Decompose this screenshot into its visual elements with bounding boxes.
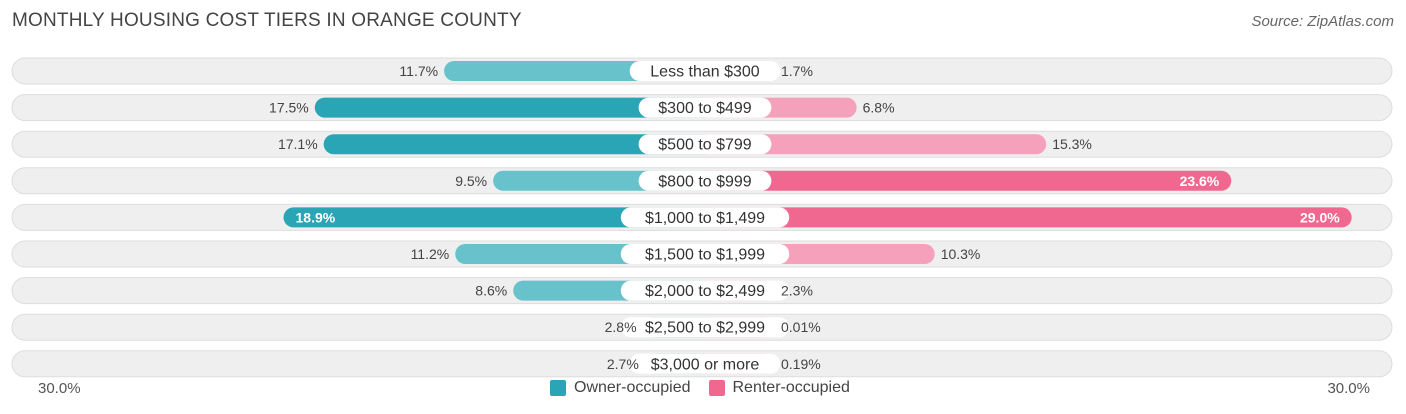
owner-value-label: 17.1% xyxy=(278,136,318,152)
renter-value-label: 0.01% xyxy=(781,319,821,335)
axis-right-label: 30.0% xyxy=(1327,380,1370,397)
category-label: $300 to $499 xyxy=(658,100,752,117)
category-pill xyxy=(620,207,790,228)
renter-value-label: 15.3% xyxy=(1052,136,1092,152)
legend-item-owner: Owner-occupied xyxy=(550,379,691,397)
category-pill xyxy=(638,134,772,155)
axis-left-label: 30.0% xyxy=(38,380,81,397)
category-pill xyxy=(620,317,790,338)
renter-value-label: 1.7% xyxy=(781,63,813,79)
category-pill xyxy=(629,61,781,81)
category-label: $2,500 to $2,999 xyxy=(645,320,765,337)
renter-value-label: 2.3% xyxy=(781,283,813,299)
owner-value-label: 2.8% xyxy=(605,319,637,335)
category-pill xyxy=(620,280,790,301)
category-label: $1,500 to $1,999 xyxy=(645,247,765,264)
chart-source: Source: ZipAtlas.com xyxy=(1251,13,1394,30)
category-label: $1,000 to $1,499 xyxy=(645,210,765,227)
renter-value-label: 6.8% xyxy=(863,100,895,116)
legend-label-owner: Owner-occupied xyxy=(574,379,691,396)
category-pill xyxy=(620,244,790,264)
legend-item-renter: Renter-occupied xyxy=(708,379,850,397)
owner-value-label: 2.7% xyxy=(607,356,639,372)
legend-swatch-owner xyxy=(550,380,566,396)
legend-label-renter: Renter-occupied xyxy=(732,379,850,396)
category-pill xyxy=(629,353,781,374)
owner-bar xyxy=(283,207,715,228)
category-label: $800 to $999 xyxy=(658,173,752,190)
category-label: $3,000 or more xyxy=(651,356,760,373)
renter-value-label: 0.19% xyxy=(781,356,821,372)
owner-value-label: 18.9% xyxy=(296,209,336,225)
renter-value-label: 23.6% xyxy=(1180,173,1220,189)
category-label: Less than $300 xyxy=(650,64,760,81)
owner-bar xyxy=(323,134,715,155)
category-pill xyxy=(638,97,772,118)
owner-value-label: 11.2% xyxy=(411,246,450,262)
category-pill xyxy=(638,170,772,191)
chart-legend: Owner-occupied Renter-occupied xyxy=(550,379,868,397)
renter-bar xyxy=(695,134,1047,155)
owner-value-label: 9.5% xyxy=(455,173,487,189)
renter-bar xyxy=(695,170,1232,191)
renter-bar xyxy=(695,207,1352,228)
owner-value-label: 11.7% xyxy=(399,63,438,79)
category-label: $2,000 to $2,499 xyxy=(645,283,765,300)
chart-title: MONTHLY HOUSING COST TIERS IN ORANGE COU… xyxy=(12,10,522,31)
owner-value-label: 8.6% xyxy=(475,283,507,299)
legend-swatch-renter xyxy=(708,380,725,396)
owner-value-label: 17.5% xyxy=(269,100,309,116)
renter-value-label: 10.3% xyxy=(941,246,981,262)
renter-value-label: 29.0% xyxy=(1300,209,1340,225)
category-label: $500 to $799 xyxy=(658,137,752,154)
owner-bar xyxy=(314,97,715,118)
